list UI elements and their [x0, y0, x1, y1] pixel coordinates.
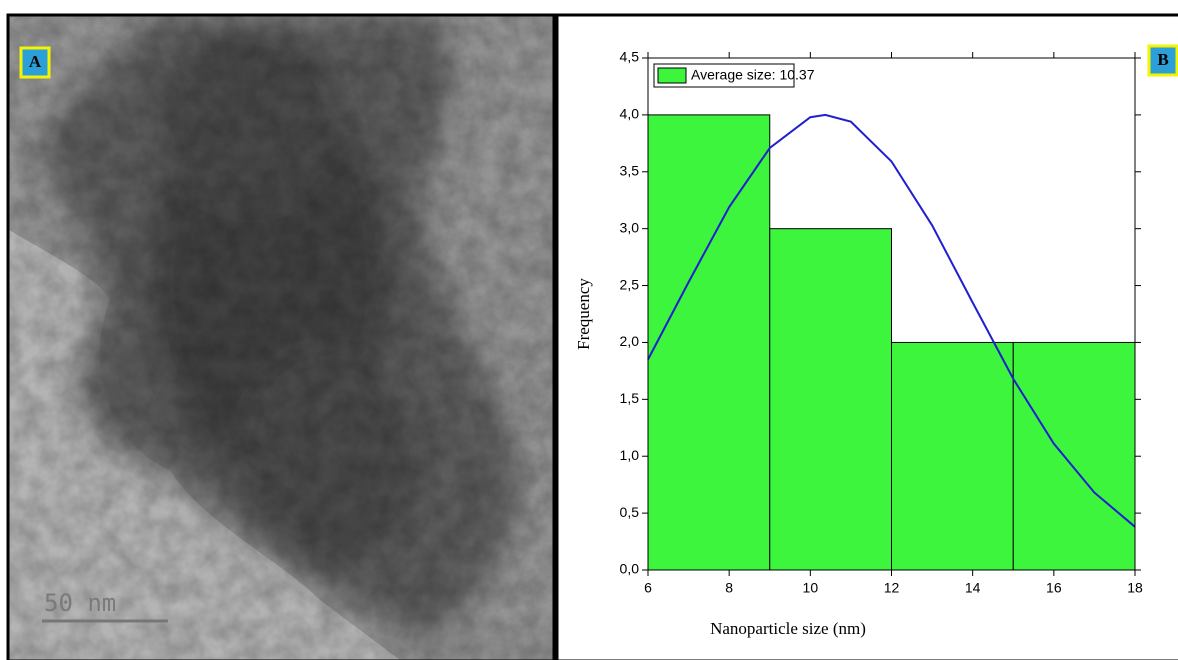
y-tick-label: 0,0 — [620, 561, 640, 577]
x-tick-label: 8 — [725, 580, 733, 596]
x-axis-label: Nanoparticle size (nm) — [710, 619, 866, 638]
y-tick-label: 4,0 — [620, 106, 640, 122]
panel-label-box — [19, 46, 51, 79]
x-tick-label: 12 — [884, 580, 900, 596]
histogram-bar — [1012, 341, 1136, 571]
panel-label: B — [1157, 50, 1168, 69]
x-tick-label: 10 — [803, 580, 819, 596]
y-tick-label: 0,5 — [620, 504, 640, 520]
histogram-chart: Nanoparticle size (nm) Frequency 0,0 0,5 1… — [574, 49, 1143, 638]
x-tick-label: 14 — [965, 580, 981, 596]
legend-swatch — [657, 67, 687, 84]
y-axis-label: Frequency — [574, 278, 593, 350]
x-tick-label: 18 — [1127, 580, 1143, 596]
scale-bar-label: 50 nm — [44, 589, 116, 617]
legend-label: Average size: 10.37 — [691, 67, 815, 83]
left-panel-border — [6, 13, 556, 660]
y-tick-label: 3,5 — [620, 162, 640, 178]
histogram-bar — [769, 228, 892, 571]
y-tick-label: 2,5 — [620, 276, 640, 292]
tem-image: 50 nm — [9, 16, 553, 660]
panel-label-box — [1147, 44, 1178, 77]
panel-label: A — [29, 52, 42, 71]
y-tick-label: 1,5 — [620, 390, 640, 406]
fit-curve — [647, 113, 1136, 528]
histogram-bar — [647, 114, 771, 571]
x-tick-label: 16 — [1046, 580, 1062, 596]
legend-box — [653, 63, 795, 88]
x-tick-label: 6 — [644, 580, 652, 596]
histogram-bar — [891, 341, 1014, 571]
y-tick-label: 1,0 — [620, 447, 640, 463]
y-tick-label: 4,5 — [620, 49, 640, 65]
y-tick-label: 2,0 — [620, 333, 640, 349]
y-tick-label: 3,0 — [620, 219, 640, 235]
